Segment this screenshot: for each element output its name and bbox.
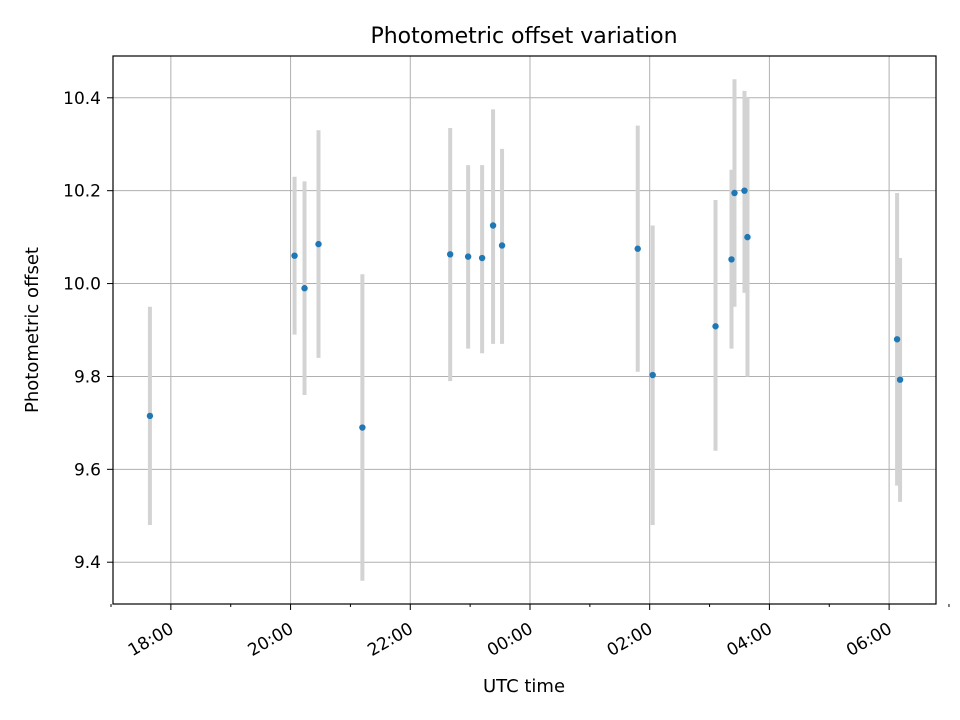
plot-frame — [112, 55, 937, 605]
y-tick-label: 10.0 — [63, 275, 101, 295]
data-point — [634, 245, 641, 252]
data-point — [315, 240, 322, 248]
data-point — [731, 189, 738, 197]
x-axis-label: UTC time — [483, 676, 565, 697]
y-tick-label: 10.2 — [63, 182, 101, 202]
data-point — [712, 323, 719, 330]
data-point — [728, 256, 735, 263]
y-tick-label: 9.8 — [74, 367, 101, 387]
data-point — [478, 254, 486, 262]
y-tick-label: 9.4 — [74, 553, 101, 573]
data-point — [359, 424, 366, 431]
data-point — [146, 412, 154, 420]
data-point — [896, 376, 904, 383]
data-point — [893, 336, 901, 343]
data-point — [291, 252, 298, 259]
y-axis-ticks: 9.4 9.6 9.8 10.0 10.2 10.4 — [63, 89, 113, 573]
data-point — [741, 187, 748, 194]
chart-title: Photometric offset variation — [370, 24, 677, 49]
y-tick-label: 9.6 — [74, 460, 101, 480]
data-point — [498, 242, 506, 249]
data-point — [301, 285, 308, 292]
y-axis-label: Photometric offset — [22, 247, 43, 413]
y-tick-label: 10.4 — [63, 89, 101, 109]
data-point — [744, 233, 751, 241]
data-point — [489, 222, 497, 229]
data-point — [446, 251, 454, 258]
data-point — [649, 371, 656, 379]
data-point — [464, 253, 472, 260]
data-points — [146, 187, 904, 431]
grid — [113, 56, 936, 604]
